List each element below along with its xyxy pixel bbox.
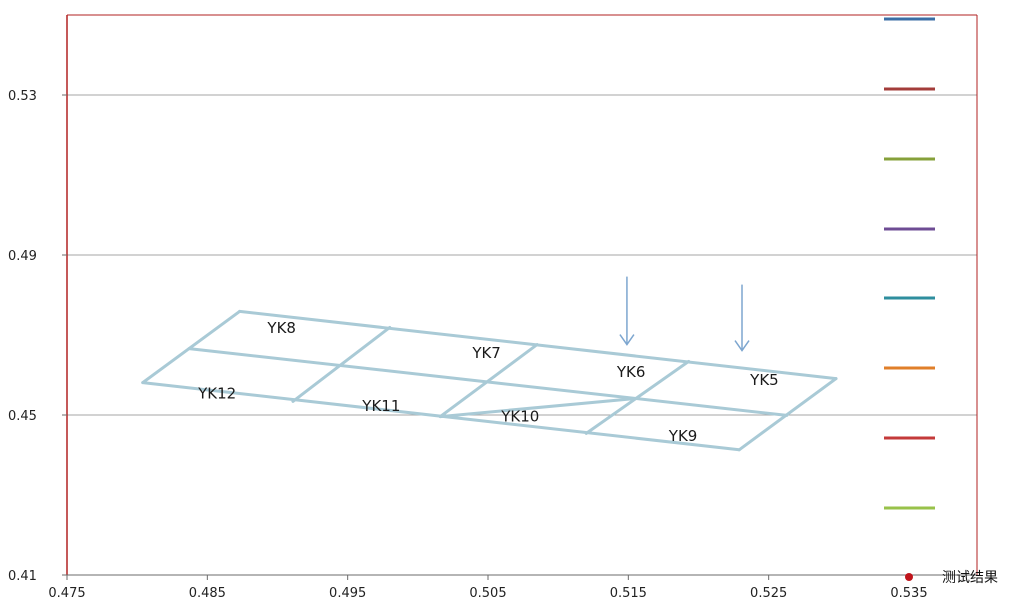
x-tick-label: 0.505 bbox=[469, 586, 506, 601]
x-tick-label: 0.525 bbox=[750, 586, 787, 601]
x-tick-label: 0.485 bbox=[189, 586, 226, 601]
cell-label: YK9 bbox=[668, 427, 698, 445]
legend: 测试结果 bbox=[884, 17, 998, 586]
outline-segment bbox=[438, 343, 539, 419]
outline-segment bbox=[584, 359, 691, 435]
cell-label: YK12 bbox=[197, 384, 236, 402]
arrow-head bbox=[619, 334, 635, 346]
cell-label: YK7 bbox=[471, 344, 501, 362]
legend-label: 测试结果 bbox=[942, 570, 998, 586]
cell-label: YK6 bbox=[616, 363, 646, 381]
cell-label: YK11 bbox=[361, 397, 400, 415]
y-tick-label: 0.45 bbox=[8, 409, 37, 424]
outline-segment bbox=[438, 397, 636, 419]
y-tick-label: 0.53 bbox=[8, 89, 37, 104]
cell-label: YK5 bbox=[749, 371, 779, 389]
cell-label: YK8 bbox=[266, 319, 296, 337]
axis-ticks: 0.475 0.485 0.495 0.505 0.515 0.525 0.535 0.41 0… bbox=[8, 89, 928, 601]
gridlines bbox=[67, 94, 977, 416]
arrows bbox=[619, 276, 750, 352]
outline-segment bbox=[291, 325, 392, 403]
x-tick-label: 0.475 bbox=[48, 586, 85, 601]
x-tick-label: 0.535 bbox=[890, 586, 927, 601]
legend-marker-swatch bbox=[905, 573, 913, 581]
y-tick-label: 0.41 bbox=[8, 569, 37, 584]
plot-frame bbox=[66, 14, 978, 576]
outline-segment bbox=[141, 309, 242, 385]
cell-labels: YK8 YK7 YK6 YK5 YK12 YK11 YK10 YK9 bbox=[197, 319, 779, 445]
x-tick-label: 0.495 bbox=[329, 586, 366, 601]
y-tick-label: 0.49 bbox=[8, 249, 37, 264]
cell-label: YK10 bbox=[500, 408, 539, 426]
arrow-head bbox=[734, 340, 750, 352]
x-tick-label: 0.515 bbox=[610, 586, 647, 601]
plan-outline bbox=[141, 309, 838, 452]
